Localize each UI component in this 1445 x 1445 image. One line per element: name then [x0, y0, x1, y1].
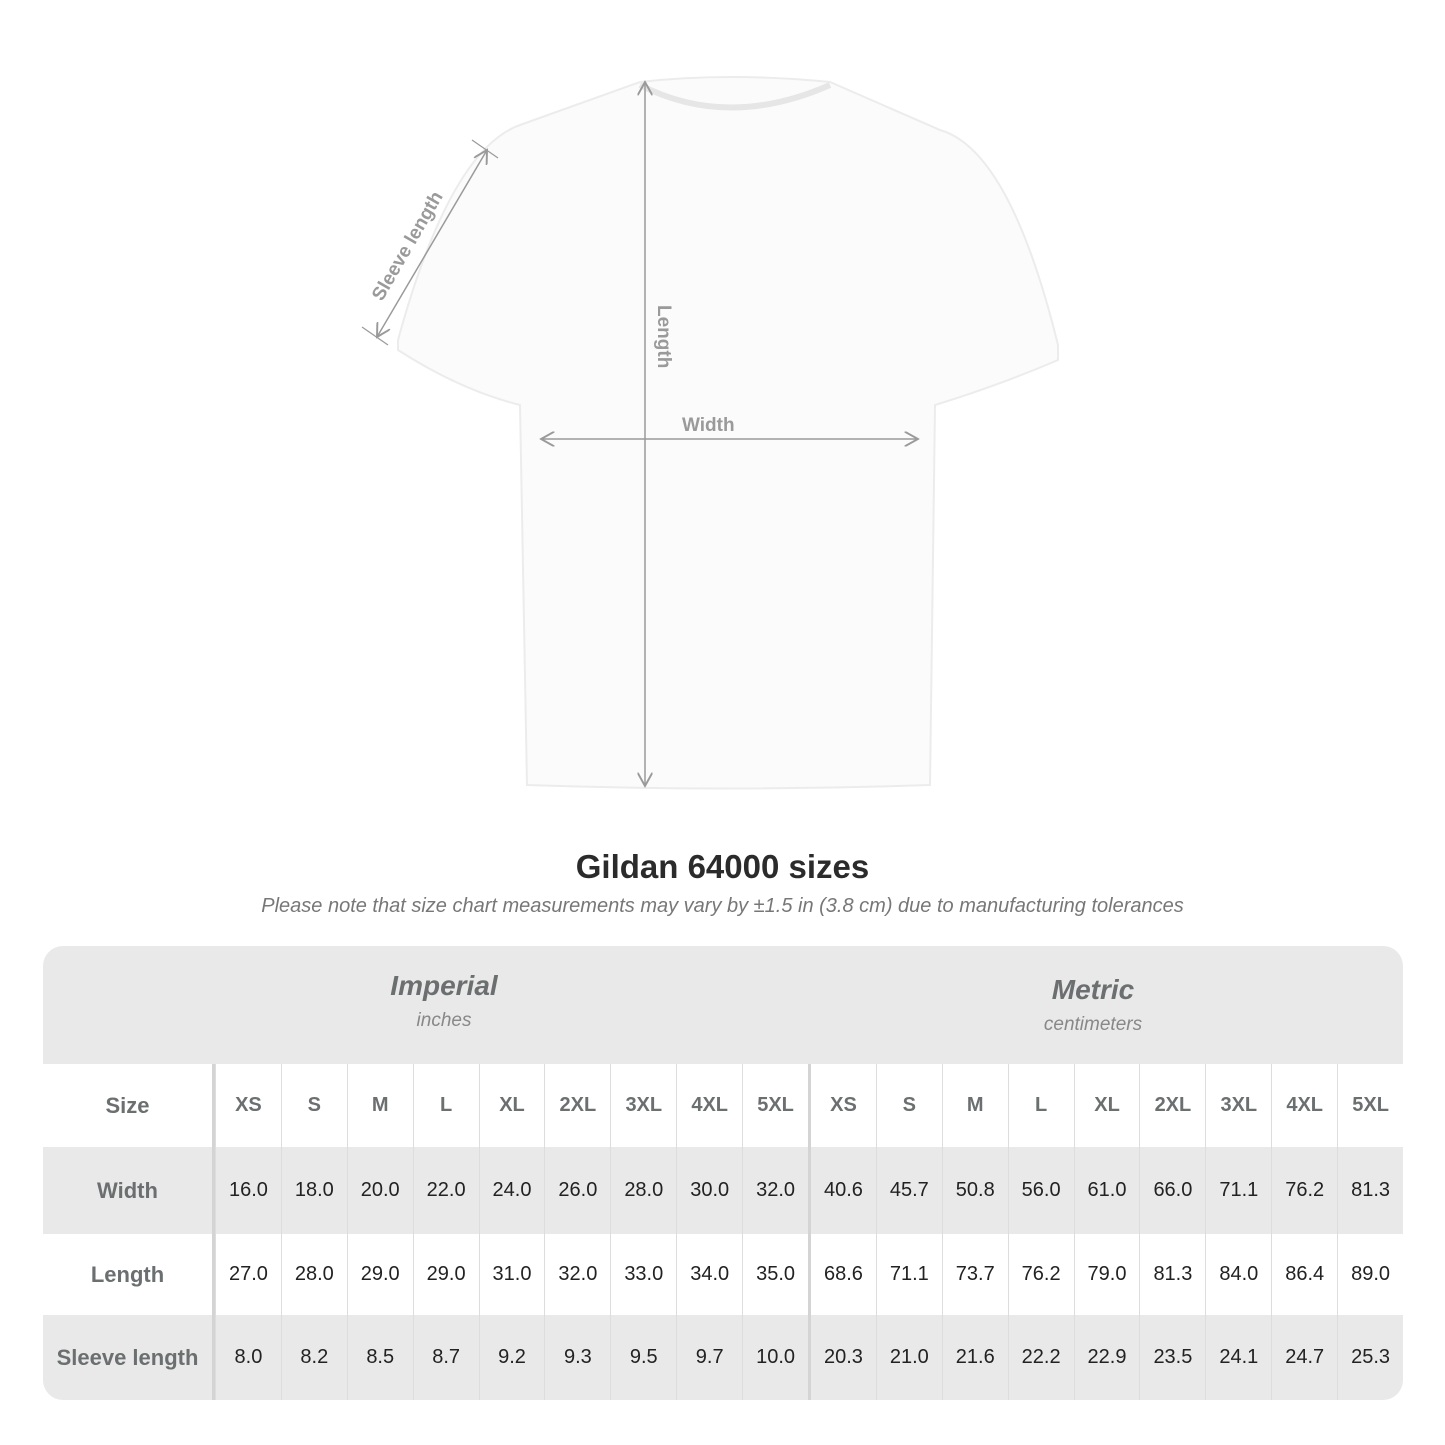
table-cell: 24.1 [1205, 1315, 1271, 1400]
size-header-cell: 3XL [1205, 1064, 1271, 1147]
table-cell: 76.2 [1007, 1234, 1074, 1315]
table-cell: 9.2 [478, 1315, 545, 1400]
table-cell: 73.7 [941, 1234, 1008, 1315]
size-header-cell: XS [808, 1064, 876, 1147]
table-cell: 68.6 [808, 1234, 876, 1315]
table-cell: 16.0 [215, 1147, 281, 1234]
row-label: Width [43, 1147, 215, 1234]
table-cell: 29.0 [346, 1234, 413, 1315]
size-header-cell: S [280, 1064, 347, 1147]
row-label: Sleeve length [43, 1315, 215, 1400]
table-cell: 20.0 [346, 1147, 413, 1234]
table-cell: 81.3 [1337, 1147, 1403, 1234]
table-row: Sleeve length 8.0 8.2 8.5 8.7 9.2 9.3 9.5 9.7 10.… [43, 1315, 1403, 1400]
table-cell: 24.0 [478, 1147, 545, 1234]
table-cell: 9.7 [676, 1315, 742, 1400]
table-cell: 61.0 [1073, 1147, 1140, 1234]
size-header-cell: L [412, 1064, 479, 1147]
size-header-cell: 5XL [742, 1064, 808, 1147]
table-cell: 25.3 [1337, 1315, 1403, 1400]
table-cell: 8.2 [280, 1315, 347, 1400]
imperial-title: Imperial [390, 970, 498, 1001]
table-cell: 33.0 [610, 1234, 676, 1315]
table-cell: 24.7 [1271, 1315, 1337, 1400]
table-header: Imperial inches Metric centimeters [43, 946, 1403, 1064]
imperial-unit: inches [416, 1010, 472, 1031]
table-cell: 71.1 [1205, 1147, 1271, 1234]
size-header-cell: 3XL [610, 1064, 676, 1147]
table-cell: 29.0 [412, 1234, 479, 1315]
size-header-cell: XL [478, 1064, 545, 1147]
table-cell: 81.3 [1139, 1234, 1205, 1315]
table-cell: 34.0 [676, 1234, 742, 1315]
table-cell: 89.0 [1337, 1234, 1403, 1315]
table-cell: 32.0 [742, 1147, 808, 1234]
table-cell: 84.0 [1205, 1234, 1271, 1315]
tolerance-note: Please note that size chart measurements… [261, 895, 1184, 917]
table-cell: 22.0 [412, 1147, 479, 1234]
table-cell: 23.5 [1139, 1315, 1205, 1400]
table-row: Width 16.0 18.0 20.0 22.0 24.0 26.0 28.0 30.0 32.… [43, 1147, 1403, 1234]
table-cell: 21.6 [941, 1315, 1008, 1400]
size-header-cell: XL [1073, 1064, 1140, 1147]
table-row: Length 27.0 28.0 29.0 29.0 31.0 32.0 33.0 34.0 35… [43, 1234, 1403, 1315]
table-cell: 8.5 [346, 1315, 413, 1400]
table-cell: 28.0 [610, 1147, 676, 1234]
row-label: Length [43, 1234, 215, 1315]
metric-unit: centimeters [1043, 1014, 1143, 1035]
table-cell: 86.4 [1271, 1234, 1337, 1315]
metric-header: Metric centimeters [893, 974, 1293, 1036]
size-table: Imperial inches Metric centimeters Size … [43, 946, 1403, 1400]
length-label: Length [653, 305, 674, 368]
table-cell: 30.0 [676, 1147, 742, 1234]
size-header-cell: 4XL [1271, 1064, 1337, 1147]
table-cell: 8.0 [215, 1315, 281, 1400]
table-cell: 22.9 [1073, 1315, 1140, 1400]
table-cell: 10.0 [742, 1315, 808, 1400]
tshirt-diagram: Sleeve length Length Width [361, 76, 1059, 790]
table-cell: 76.2 [1271, 1147, 1337, 1234]
table-cell: 45.7 [875, 1147, 942, 1234]
table-cell: 79.0 [1073, 1234, 1140, 1315]
sleeve-measure-line [377, 150, 487, 337]
size-header-cell: 5XL [1337, 1064, 1403, 1147]
table-cell: 21.0 [875, 1315, 942, 1400]
row-label: Size [43, 1064, 215, 1147]
table-cell: 26.0 [544, 1147, 610, 1234]
size-header-cell: M [346, 1064, 413, 1147]
table-cell: 32.0 [544, 1234, 610, 1315]
table-cell: 40.6 [808, 1147, 876, 1234]
table-cell: 28.0 [280, 1234, 347, 1315]
table-cell: 35.0 [742, 1234, 808, 1315]
size-row: Size XS S M L XL 2XL 3XL 4XL 5XL XS S M L XL 2XL 3XL 4XL… [43, 1064, 1403, 1147]
size-header-cell: S [875, 1064, 942, 1147]
size-header-cell: 2XL [1139, 1064, 1205, 1147]
table-cell: 9.3 [544, 1315, 610, 1400]
table-cell: 31.0 [478, 1234, 545, 1315]
table-cell: 50.8 [941, 1147, 1008, 1234]
table-cell: 22.2 [1007, 1315, 1074, 1400]
size-header-cell: XS [215, 1064, 281, 1147]
page-title: Gildan 64000 sizes [575, 848, 870, 885]
table-cell: 66.0 [1139, 1147, 1205, 1234]
table-cell: 20.3 [808, 1315, 876, 1400]
imperial-header: Imperial inches [244, 970, 644, 1032]
table-cell: 18.0 [280, 1147, 347, 1234]
width-label: Width [682, 415, 735, 436]
size-header-cell: L [1007, 1064, 1074, 1147]
size-header-cell: M [941, 1064, 1008, 1147]
table-cell: 9.5 [610, 1315, 676, 1400]
table-cell: 27.0 [215, 1234, 281, 1315]
table-cell: 56.0 [1007, 1147, 1074, 1234]
table-cell: 71.1 [875, 1234, 942, 1315]
size-header-cell: 4XL [676, 1064, 742, 1147]
metric-title: Metric [1051, 974, 1135, 1005]
size-header-cell: 2XL [544, 1064, 610, 1147]
table-cell: 8.7 [412, 1315, 479, 1400]
